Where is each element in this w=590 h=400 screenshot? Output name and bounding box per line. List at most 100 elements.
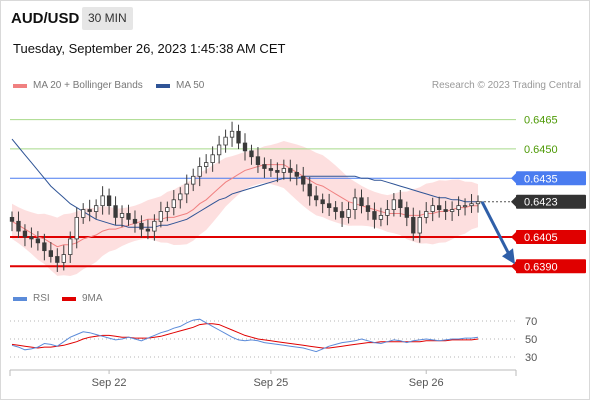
ma50-swatch xyxy=(156,83,170,88)
legend-ma50: MA 50 xyxy=(156,80,204,91)
candle xyxy=(152,214,157,241)
level-label-0.6450: 0.6450 xyxy=(524,144,558,156)
candle-body xyxy=(171,199,176,209)
candle xyxy=(93,199,99,219)
candle-body xyxy=(391,199,397,210)
candle xyxy=(22,224,28,247)
candle xyxy=(16,211,21,239)
rsi-swatch xyxy=(13,296,27,301)
x-tick-label: Sep 22 xyxy=(92,377,127,389)
candle-body xyxy=(475,201,481,205)
level-tag-0.6405: 0.6405 xyxy=(511,229,586,244)
candle-body xyxy=(191,175,196,185)
legend-9ma: 9MA xyxy=(62,293,103,304)
candle xyxy=(475,195,481,213)
candle-body xyxy=(301,175,306,185)
candle xyxy=(339,201,345,227)
candle-body xyxy=(255,156,261,165)
candle xyxy=(359,189,364,214)
candle-body xyxy=(178,193,183,201)
candle-body xyxy=(152,220,157,232)
candle xyxy=(307,176,312,206)
candle xyxy=(158,201,164,228)
candle-body xyxy=(294,171,299,177)
candle-body xyxy=(165,207,170,212)
candle xyxy=(249,144,254,165)
candle-body xyxy=(81,209,86,218)
candle-body xyxy=(16,220,21,232)
level-label-0.6465: 0.6465 xyxy=(524,115,558,127)
candle-body xyxy=(404,207,409,218)
candle xyxy=(469,194,474,213)
candle-body xyxy=(100,195,105,207)
candle-body xyxy=(339,211,345,218)
level-label-0.6390: 0.6390 xyxy=(524,261,558,273)
candle xyxy=(417,210,422,243)
timeframe-badge[interactable]: 30 MIN xyxy=(82,7,133,30)
candle xyxy=(119,205,125,228)
candle-body xyxy=(139,222,144,230)
candle xyxy=(61,245,66,271)
candle xyxy=(113,196,118,225)
candle-body xyxy=(158,211,164,222)
ma50-legend-label: MA 50 xyxy=(176,80,205,91)
candle-body xyxy=(29,236,34,240)
candle-body xyxy=(268,168,274,171)
candle xyxy=(242,133,248,161)
candle xyxy=(42,233,47,261)
candle-body xyxy=(456,205,461,210)
ma9-swatch xyxy=(62,296,76,301)
candle xyxy=(443,200,448,220)
candle-body xyxy=(55,256,60,263)
candle-body xyxy=(113,205,118,218)
candle-body xyxy=(326,203,332,209)
candle-body xyxy=(307,183,312,197)
candle-body xyxy=(469,203,474,207)
candle xyxy=(430,197,435,222)
candle xyxy=(411,207,416,241)
candle xyxy=(255,147,261,173)
candle-body xyxy=(42,242,47,252)
candle xyxy=(178,187,183,209)
candle xyxy=(372,202,377,229)
candle xyxy=(398,190,403,217)
current-price-label-bg xyxy=(516,194,586,209)
candle-body xyxy=(443,209,448,212)
candle xyxy=(191,168,196,192)
level-tag-0.6435: 0.6435 xyxy=(511,171,586,186)
candle xyxy=(294,164,299,186)
candle xyxy=(9,211,15,232)
candle-body xyxy=(365,205,371,212)
candle xyxy=(275,162,280,183)
level-label-0.6423: 0.6423 xyxy=(524,197,558,209)
level-tag-bg xyxy=(516,171,586,186)
candle-body xyxy=(372,211,377,220)
candle-body xyxy=(145,228,151,232)
level-label-0.6405: 0.6405 xyxy=(524,232,558,244)
datetime-label: Tuesday, September 26, 2023 1:45:38 AM C… xyxy=(13,41,286,56)
symbol-title: AUD/USD xyxy=(11,10,80,27)
candle xyxy=(236,124,241,150)
rsi-legend-label: RSI xyxy=(33,293,50,304)
forecast-arrow-head xyxy=(502,248,515,265)
x-tick-label: Sep 26 xyxy=(409,377,444,389)
rsi-tick-30: 30 xyxy=(525,352,537,364)
candle xyxy=(100,186,105,215)
level-tag-bg xyxy=(516,259,586,274)
candle-body xyxy=(242,142,248,152)
candle xyxy=(378,207,384,227)
bollinger-bands-area xyxy=(12,141,478,276)
candle-body xyxy=(314,195,319,201)
candle xyxy=(210,146,215,172)
level-tag-0.6390: 0.6390 xyxy=(511,259,586,274)
candle-body xyxy=(417,216,422,234)
candle xyxy=(326,193,332,217)
candle xyxy=(74,207,79,249)
candle xyxy=(165,201,170,222)
candle-body xyxy=(333,207,338,212)
candle-body xyxy=(119,213,125,218)
candle-body xyxy=(320,199,325,205)
rsi-9ma-line xyxy=(11,323,479,349)
legend-rsi: RSI xyxy=(13,293,50,304)
